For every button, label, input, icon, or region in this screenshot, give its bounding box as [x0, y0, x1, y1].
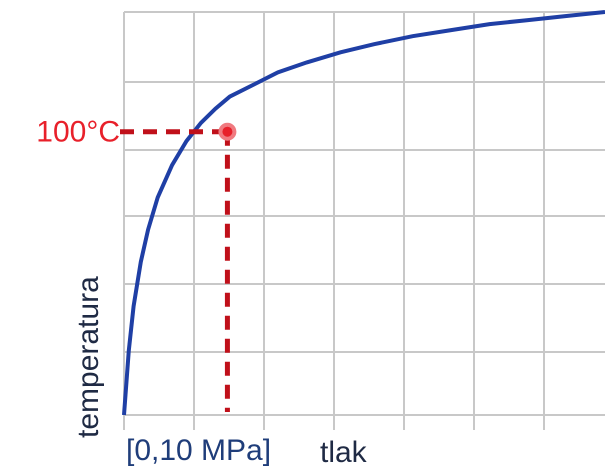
y-marker-label: 100°C	[36, 116, 120, 149]
chart-grid	[123, 11, 605, 430]
y-axis-label: temperatura	[72, 276, 105, 438]
marker-point	[218, 122, 237, 141]
series-line	[122, 10, 605, 416]
x-marker-label: [0,10 MPa]	[126, 434, 271, 467]
x-axis-label: tlak	[320, 436, 368, 469]
